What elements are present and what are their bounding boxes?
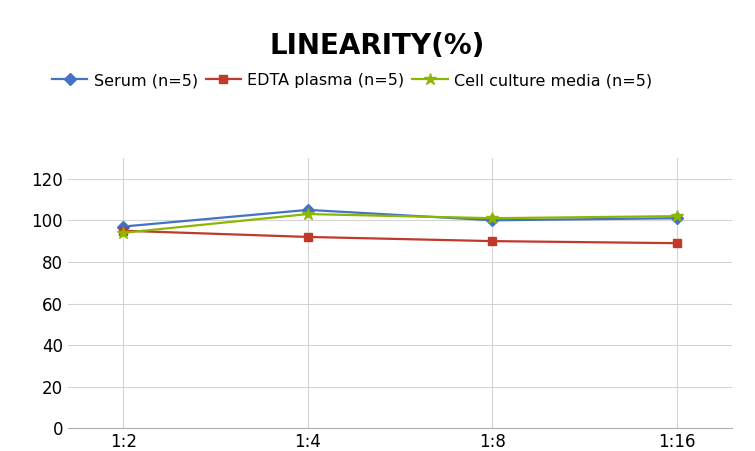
Text: LINEARITY(%): LINEARITY(%) xyxy=(270,32,485,60)
EDTA plasma (n=5) xyxy=(673,240,682,246)
Cell culture media (n=5) xyxy=(119,230,128,235)
Cell culture media (n=5) xyxy=(488,216,497,221)
Legend: Serum (n=5), EDTA plasma (n=5), Cell culture media (n=5): Serum (n=5), EDTA plasma (n=5), Cell cul… xyxy=(46,67,658,94)
Cell culture media (n=5) xyxy=(304,212,313,217)
Cell culture media (n=5) xyxy=(673,213,682,219)
Line: Cell culture media (n=5): Cell culture media (n=5) xyxy=(117,208,683,239)
Serum (n=5) xyxy=(304,207,313,212)
Serum (n=5) xyxy=(488,217,497,223)
EDTA plasma (n=5) xyxy=(119,228,128,234)
Serum (n=5) xyxy=(119,224,128,229)
EDTA plasma (n=5) xyxy=(488,239,497,244)
EDTA plasma (n=5) xyxy=(304,234,313,239)
Line: EDTA plasma (n=5): EDTA plasma (n=5) xyxy=(119,226,681,247)
Serum (n=5) xyxy=(673,216,682,221)
Line: Serum (n=5): Serum (n=5) xyxy=(119,206,681,231)
